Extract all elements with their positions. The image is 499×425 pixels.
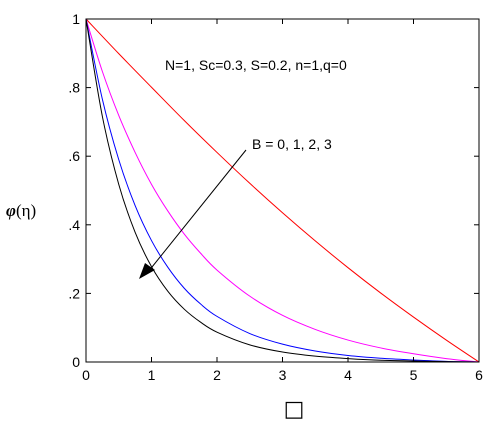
y-tick-label: .4 <box>68 217 80 233</box>
arrow-head <box>139 263 155 279</box>
y-axis-label: φ(η) <box>6 201 36 220</box>
x-tick-label: 2 <box>213 367 221 383</box>
params-annotation: N=1, Sc=0.3, S=0.2, n=1,q=0 <box>165 57 347 73</box>
arrow <box>139 149 247 279</box>
x-tick-label: 1 <box>148 367 156 383</box>
x-tick-label: 5 <box>410 367 418 383</box>
axis-ticks <box>85 18 480 363</box>
arrow-shaft <box>147 149 247 273</box>
y-tick-label: 0 <box>72 354 80 370</box>
y-tick-label: .8 <box>68 80 80 96</box>
series-line-4 <box>85 18 480 363</box>
y-tick-label: 1 <box>72 11 80 27</box>
x-tick-label: 0 <box>82 367 90 383</box>
series-line-2 <box>85 18 480 363</box>
y-axis-arg: (η) <box>16 201 36 220</box>
arrow-label: B = 0, 1, 2, 3 <box>252 136 332 152</box>
y-tick-label: .6 <box>68 148 80 164</box>
series-line-3 <box>85 18 480 363</box>
y-axis-symbol: φ <box>6 201 16 220</box>
series-line-1 <box>85 18 480 363</box>
series-lines <box>85 18 480 363</box>
tick-labels: 0 1 2 3 4 5 6 0 .2 .4 .6 .8 1 <box>68 11 483 383</box>
x-tick-label: 3 <box>279 367 287 383</box>
x-axis-label: □ <box>284 397 305 422</box>
y-tick-label: .2 <box>68 285 80 301</box>
x-tick-label: 4 <box>344 367 352 383</box>
x-tick-label: 6 <box>475 367 483 383</box>
